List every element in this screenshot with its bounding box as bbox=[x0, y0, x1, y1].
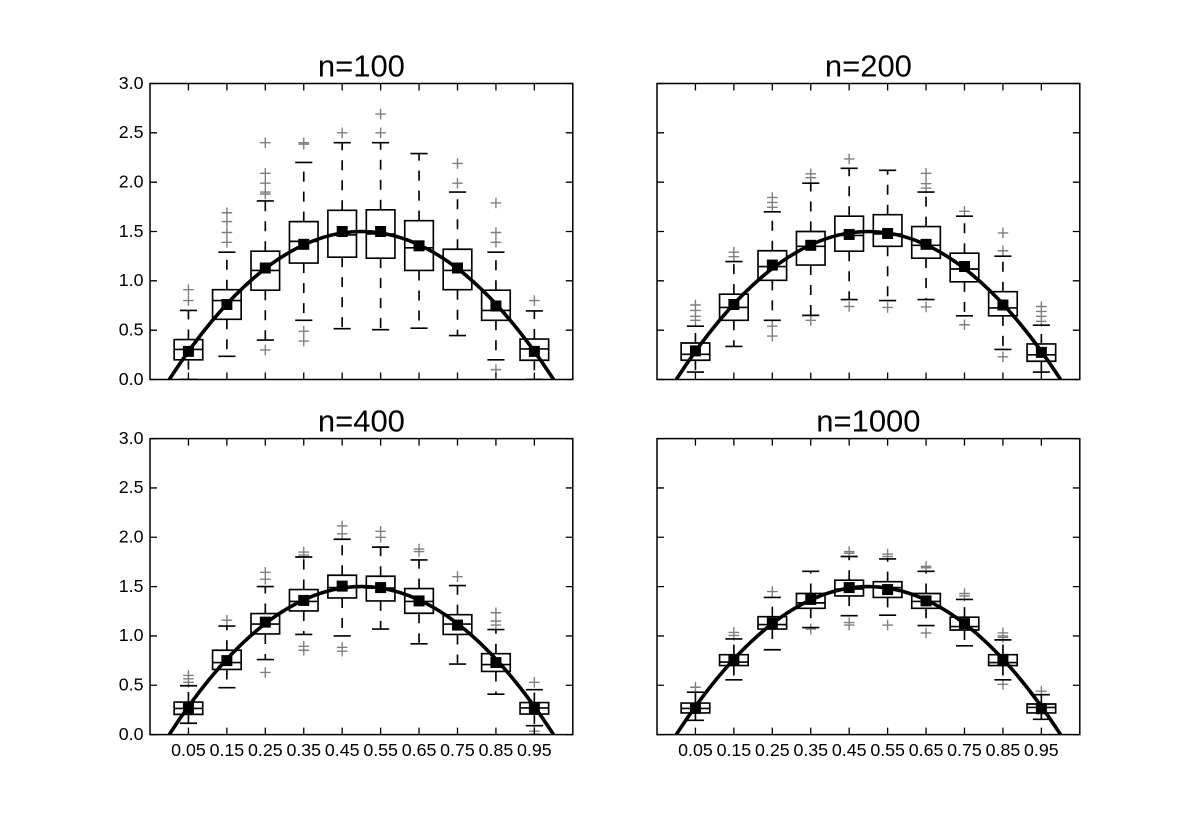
svg-text:1.5: 1.5 bbox=[119, 576, 144, 596]
svg-text:3.0: 3.0 bbox=[119, 428, 144, 448]
svg-text:3.0: 3.0 bbox=[119, 73, 144, 93]
svg-text:0.05: 0.05 bbox=[171, 740, 206, 760]
svg-text:2.5: 2.5 bbox=[119, 477, 144, 497]
svg-text:n=1000: n=1000 bbox=[816, 404, 920, 439]
svg-text:0.45: 0.45 bbox=[325, 740, 360, 760]
svg-text:0.0: 0.0 bbox=[119, 369, 144, 389]
svg-text:n=100: n=100 bbox=[318, 49, 405, 84]
svg-text:0.5: 0.5 bbox=[119, 320, 144, 340]
svg-text:0.35: 0.35 bbox=[286, 740, 321, 760]
svg-text:0.05: 0.05 bbox=[678, 740, 713, 760]
svg-text:0.95: 0.95 bbox=[517, 740, 552, 760]
svg-text:0.35: 0.35 bbox=[793, 740, 828, 760]
svg-text:n=200: n=200 bbox=[825, 49, 912, 84]
svg-text:0.25: 0.25 bbox=[248, 740, 283, 760]
svg-text:0.45: 0.45 bbox=[832, 740, 867, 760]
svg-text:2.0: 2.0 bbox=[119, 527, 144, 547]
svg-text:0.65: 0.65 bbox=[909, 740, 944, 760]
svg-text:n=400: n=400 bbox=[318, 404, 405, 439]
svg-text:0.95: 0.95 bbox=[1024, 740, 1059, 760]
svg-text:2.0: 2.0 bbox=[119, 172, 144, 192]
svg-text:1.0: 1.0 bbox=[119, 625, 144, 645]
svg-text:1.0: 1.0 bbox=[119, 270, 144, 290]
svg-text:1.5: 1.5 bbox=[119, 221, 144, 241]
svg-text:0.25: 0.25 bbox=[755, 740, 790, 760]
svg-text:0.85: 0.85 bbox=[986, 740, 1021, 760]
svg-text:0.5: 0.5 bbox=[119, 675, 144, 695]
svg-text:0.65: 0.65 bbox=[402, 740, 437, 760]
svg-text:0.75: 0.75 bbox=[947, 740, 982, 760]
svg-text:0.55: 0.55 bbox=[363, 740, 398, 760]
svg-text:0.15: 0.15 bbox=[210, 740, 245, 760]
svg-text:0.55: 0.55 bbox=[870, 740, 905, 760]
svg-text:0.75: 0.75 bbox=[440, 740, 475, 760]
svg-text:2.5: 2.5 bbox=[119, 122, 144, 142]
svg-text:0.0: 0.0 bbox=[119, 724, 144, 744]
svg-text:0.85: 0.85 bbox=[479, 740, 514, 760]
svg-text:0.15: 0.15 bbox=[717, 740, 752, 760]
